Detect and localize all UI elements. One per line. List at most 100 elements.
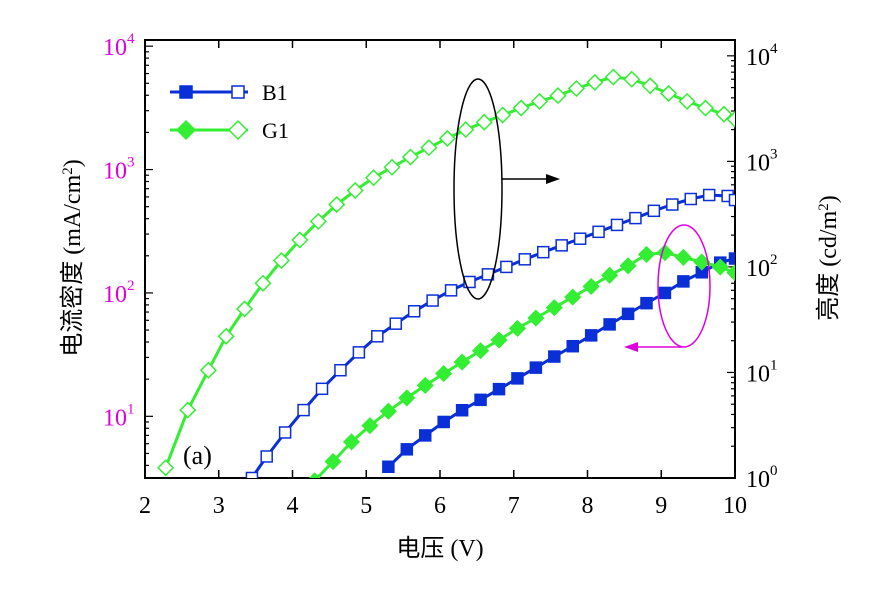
data-point-b1-luminance: [245, 471, 259, 478]
legend-marker-g1-filled: [175, 119, 197, 141]
data-point-g1-current-density: [582, 277, 600, 295]
y-axis-right-title-close: ): [816, 195, 842, 203]
x-tick-label: 8: [582, 493, 594, 519]
data-point-b1-luminance: [702, 188, 716, 202]
x-tick-label: 3: [213, 493, 225, 519]
data-point-g1-current-density: [508, 319, 526, 337]
data-point-g1-luminance: [604, 68, 622, 86]
y-left-tick-label: 104: [103, 31, 135, 61]
y-right-tick-label: 102: [746, 252, 778, 282]
data-point-g1-current-density: [656, 244, 674, 262]
data-point-g1-current-density: [416, 376, 434, 394]
y-right-tick-base: 10: [746, 467, 770, 493]
data-point-b1-luminance: [426, 294, 439, 307]
y-left-tick-label: 103: [103, 155, 135, 185]
data-point-g1-current-density: [674, 248, 692, 266]
data-point-b1-current-density: [437, 415, 450, 429]
data-point-g1-luminance: [157, 459, 175, 477]
data-point-g1-luminance: [623, 70, 641, 88]
series-layer: [157, 68, 735, 478]
data-point-b1-luminance: [297, 403, 310, 417]
legend-item-b1: B1: [170, 80, 288, 105]
data-point-b1-luminance: [260, 450, 273, 463]
legend-label-b1: B1: [262, 80, 288, 105]
y-axis-right-title-main: 亮度 (cd/m: [815, 210, 842, 320]
x-tick-label: 10: [723, 493, 747, 519]
data-point-g1-luminance: [660, 84, 678, 103]
data-point-g1-current-density: [619, 257, 637, 275]
data-point-b1-luminance: [728, 193, 735, 207]
data-point-b1-current-density: [455, 403, 469, 417]
y-right-tick-exp: 1: [770, 357, 778, 373]
data-point-b1-luminance: [371, 330, 384, 343]
data-point-g1-luminance: [236, 300, 254, 318]
data-point-g1-current-density: [361, 417, 379, 435]
x-axis: 2 3 4 5 6 7 8 9 10: [139, 40, 747, 519]
data-point-g1-luminance: [715, 105, 733, 123]
y-right-tick-label: 103: [746, 146, 778, 176]
data-point-b1-luminance: [629, 211, 642, 225]
data-point-g1-luminance: [254, 274, 272, 292]
y-right-tick-exp: 2: [770, 252, 778, 268]
data-point-g1-luminance: [199, 361, 217, 379]
legend-item-g1: G1: [170, 118, 289, 143]
y-axis-left-title-sup: 2: [60, 167, 76, 175]
data-point-g1-current-density: [726, 264, 735, 282]
data-point-b1-luminance: [334, 363, 347, 377]
annotation-ellipse-black: [453, 78, 503, 300]
y-left-tick-base: 10: [103, 35, 127, 61]
data-point-b1-current-density: [474, 393, 487, 407]
data-point-b1-luminance: [537, 245, 550, 259]
y-axis-right-title: 亮度 (cd/m2): [815, 195, 842, 320]
data-point-b1-current-density: [603, 318, 616, 331]
data-point-b1-luminance: [444, 284, 458, 297]
legend-label-g1: G1: [262, 118, 289, 143]
data-point-b1-luminance: [610, 218, 624, 232]
y-axis-right-title-sup: 2: [816, 203, 832, 211]
data-point-b1-current-density: [566, 339, 579, 353]
y-right-tick-exp: 0: [770, 463, 778, 479]
data-point-b1-luminance: [278, 426, 292, 439]
data-point-g1-luminance: [179, 401, 197, 419]
data-point-b1-luminance: [647, 204, 661, 218]
data-point-g1-luminance: [531, 92, 549, 110]
data-point-g1-current-density: [453, 353, 471, 371]
data-point-g1-current-density: [472, 342, 490, 360]
data-point-g1-luminance: [475, 113, 493, 131]
y-right-tick-label: 100: [746, 463, 778, 493]
series-line-b1-current-density: [387, 257, 735, 468]
data-point-b1-current-density: [400, 443, 414, 456]
y-right-tick-base: 10: [746, 256, 770, 282]
data-point-g1-luminance: [420, 139, 438, 157]
data-point-g1-luminance: [567, 79, 585, 98]
data-point-g1-luminance: [512, 99, 530, 117]
y-left-tick-exp: 2: [127, 278, 135, 294]
data-point-g1-current-density: [324, 452, 342, 471]
data-point-b1-current-density: [529, 361, 543, 374]
data-point-g1-current-density: [379, 402, 397, 420]
data-point-b1-current-density: [677, 275, 690, 288]
data-point-g1-current-density: [490, 331, 508, 349]
data-point-b1-current-density: [492, 382, 506, 396]
data-point-b1-luminance: [573, 232, 587, 245]
data-point-b1-luminance: [315, 382, 329, 396]
data-point-g1-luminance: [678, 92, 696, 110]
data-point-g1-current-density: [711, 258, 729, 276]
annotation-arrow-head-left: [624, 342, 638, 352]
x-tick-label: 7: [508, 493, 520, 519]
data-point-b1-luminance: [684, 192, 697, 206]
data-point-b1-luminance: [389, 317, 402, 330]
data-point-b1-current-density: [548, 350, 561, 363]
x-tick-label: 4: [287, 493, 299, 519]
data-point-g1-luminance: [272, 251, 290, 270]
data-point-g1-luminance: [217, 327, 235, 345]
data-point-g1-current-density: [342, 433, 361, 451]
y-left-tick-label: 101: [103, 401, 135, 431]
data-point-b1-luminance: [500, 260, 513, 274]
data-point-b1-current-density: [419, 429, 432, 442]
x-tick-label: 9: [655, 493, 667, 519]
data-point-b1-current-density: [584, 329, 598, 342]
data-point-b1-luminance: [463, 275, 476, 289]
y-right-tick-label: 101: [746, 357, 778, 387]
